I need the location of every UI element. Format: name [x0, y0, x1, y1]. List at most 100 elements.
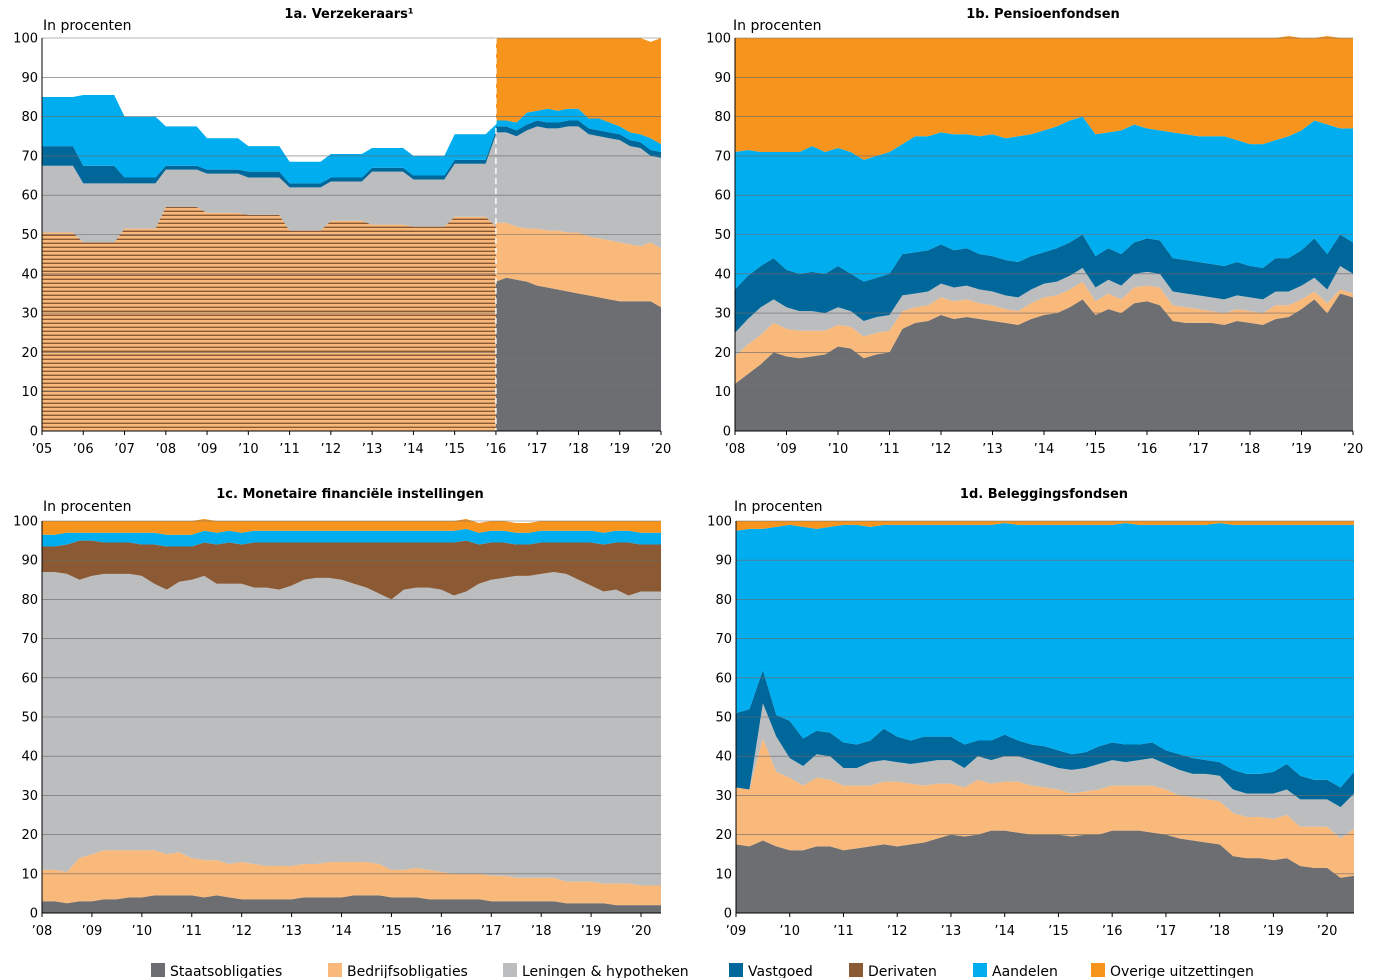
legend-swatch-aandelen	[973, 963, 987, 977]
area-aandelen	[735, 116, 1353, 290]
y-tick-label: 40	[714, 267, 731, 282]
legend-swatch-vastgoed	[729, 963, 743, 977]
area-leningen-en-hypotheken	[42, 126, 661, 432]
y-tick-label: 20	[21, 828, 38, 843]
area-leningen-en-hypotheken-historisch	[42, 134, 496, 243]
area-aandelen	[736, 522, 1354, 788]
chart-title: 1b. Pensioenfondsen	[966, 7, 1120, 22]
x-tick-label: ’08	[155, 442, 176, 457]
x-tick-label: ’11	[833, 924, 854, 939]
plot-area	[41, 37, 661, 432]
x-tick-label: ’08	[725, 442, 746, 457]
y-tick-label: 70	[21, 632, 38, 647]
y-tick-label: 80	[714, 110, 731, 125]
y-tick-label: 90	[21, 554, 38, 569]
area-aandelen	[42, 528, 661, 547]
area-vastgoed	[736, 669, 1354, 808]
x-tick-label: ’18	[531, 924, 552, 939]
area-overige-uitzettingen	[735, 36, 1353, 160]
chart-monetaire-financiele-instellingen: 1c. Monetaire financiële instellingen In…	[13, 487, 661, 939]
x-tick-label: ’20	[631, 924, 652, 939]
plot-area	[734, 36, 1353, 432]
x-tick-label: ’18	[568, 442, 589, 457]
x-tick-label: ’14	[331, 924, 352, 939]
x-tick-label: ’08	[32, 924, 53, 939]
area-leningen-en-hypotheken	[735, 265, 1353, 357]
x-tick-label: ’12	[321, 442, 342, 457]
area-leningen-en-hypotheken	[42, 571, 661, 886]
y-tick-label: 30	[714, 307, 731, 322]
chart-pensioenfondsen: 1b. Pensioenfondsen In procenten 0 10 20 30…	[706, 7, 1363, 457]
x-tick-label: ’07	[114, 442, 135, 457]
y-tick-label: 60	[21, 671, 38, 686]
x-tick-label: ’11	[879, 442, 900, 457]
x-tick-label: ’13	[941, 924, 962, 939]
legend-label-aandelen: Aandelen	[992, 964, 1058, 978]
legend-label-vastgoed: Vastgoed	[748, 964, 813, 978]
x-tick-label: ’15	[381, 924, 402, 939]
y-tick-label: 60	[21, 189, 38, 204]
legend-swatch-overige-uitzettingen	[1091, 963, 1105, 977]
area-aandelen-historisch	[42, 94, 496, 184]
y-tick-label: 10	[714, 385, 731, 400]
y-tick-label: 100	[707, 515, 732, 530]
legend-label-staatsobligaties: Staatsobligaties	[170, 964, 282, 978]
y-tick-label: 50	[21, 228, 38, 243]
x-tick-label: ’13	[982, 442, 1003, 457]
x-tick-label: ’16	[1137, 442, 1158, 457]
area-leningen-en-hypotheken	[736, 703, 1354, 839]
x-tick-label: ’15	[444, 442, 465, 457]
x-tick-label: ’19	[581, 924, 602, 939]
legend-label-overige-uitzettingen: Overige uitzettingen	[1110, 964, 1254, 978]
y-tick-label: 70	[715, 632, 732, 647]
y-tick-label: 70	[714, 149, 731, 164]
y-tick-label: 0	[30, 907, 38, 922]
area-derivaten	[42, 540, 661, 600]
area-vastgoed-historisch	[42, 130, 496, 188]
area-vastgoed	[735, 234, 1353, 333]
x-tick-label: ’09	[776, 442, 797, 457]
y-tick-label: 50	[714, 228, 731, 243]
x-tick-label: ’14	[1034, 442, 1055, 457]
chart-title: 1c. Monetaire financiële instellingen	[216, 487, 484, 502]
x-tick-label: ’17	[481, 924, 502, 939]
x-tick-label: ’20	[1343, 442, 1364, 457]
chart-beleggingsfondsen: 1d. Beleggingsfondsen In procenten 0 10 20…	[707, 487, 1354, 939]
y-unit-label: In procenten	[43, 18, 132, 34]
x-tick-label: ’10	[238, 442, 259, 457]
y-tick-label: 10	[715, 867, 732, 882]
x-tick-label: ’20	[1317, 924, 1338, 939]
y-tick-label: 0	[30, 425, 38, 440]
x-tick-label: ’16	[1102, 924, 1123, 939]
chart-verzekeraars: 1a. Verzekeraars¹ In procenten 0 10 20 30 40…	[13, 7, 671, 457]
x-tick-label: ’12	[887, 924, 908, 939]
x-tick-label: ’11	[279, 442, 300, 457]
x-tick-label: ’06	[73, 442, 94, 457]
x-tick-label: ’17	[1156, 924, 1177, 939]
x-tick-label: ’19	[1291, 442, 1312, 457]
legend-swatch-bedrijfsobligaties	[328, 963, 342, 977]
y-tick-label: 60	[714, 189, 731, 204]
legend-swatch-derivaten	[849, 963, 863, 977]
plot-area	[41, 519, 661, 914]
x-tick-label: ’10	[828, 442, 849, 457]
x-tick-label: ’12	[931, 442, 952, 457]
area-staatsobligaties	[42, 277, 661, 431]
y-tick-label: 80	[715, 593, 732, 608]
area-overige-uitzettingen	[42, 519, 661, 535]
y-tick-label: 30	[21, 789, 38, 804]
area-bedrijfsobligaties	[42, 222, 661, 431]
x-tick-label: ’20	[651, 442, 672, 457]
y-tick-label: 90	[21, 71, 38, 86]
x-tick-label: ’15	[1048, 924, 1069, 939]
y-tick-label: 10	[21, 867, 38, 882]
chart-title: 1a. Verzekeraars¹	[284, 7, 413, 22]
y-tick-label: 30	[21, 307, 38, 322]
x-tick-label: ’10	[779, 924, 800, 939]
y-tick-label: 10	[21, 385, 38, 400]
y-tick-label: 20	[715, 828, 732, 843]
x-tick-label: ’19	[1263, 924, 1284, 939]
y-tick-label: 40	[715, 750, 732, 765]
chart-title: 1d. Beleggingsfondsen	[960, 487, 1128, 502]
plot-area	[735, 520, 1354, 914]
